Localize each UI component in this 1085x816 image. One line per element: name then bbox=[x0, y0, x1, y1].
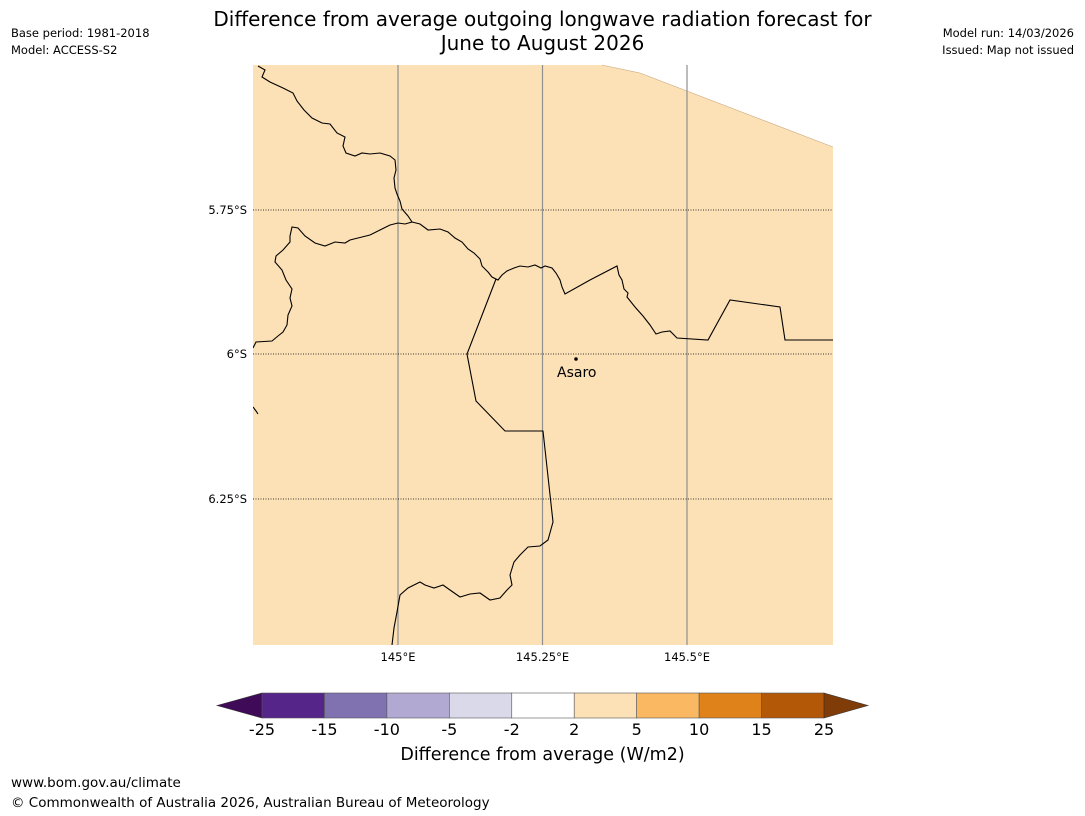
colorbar-tick-label: 5 bbox=[631, 720, 642, 739]
colorbar-segment bbox=[573, 692, 637, 719]
colorbar bbox=[215, 692, 870, 719]
lat-label-6: 6°S bbox=[226, 347, 247, 361]
issued-status: Issued: Map not issued bbox=[942, 43, 1074, 57]
coastline bbox=[601, 64, 834, 148]
boundary-central bbox=[411, 221, 833, 341]
colorbar-extend-low bbox=[215, 692, 263, 719]
boundary-north bbox=[253, 65, 413, 349]
colorbar-tick-label: -2 bbox=[503, 720, 520, 739]
title-line-1: Difference from average outgoing longwav… bbox=[213, 7, 872, 31]
title-line-2: June to August 2026 bbox=[440, 31, 645, 55]
place-label-asaro: Asaro bbox=[557, 365, 597, 381]
model-name: Model: ACCESS-S2 bbox=[11, 43, 118, 57]
colorbar-tick-label: 2 bbox=[569, 720, 580, 739]
colorbar-label: Difference from average (W/m2) bbox=[400, 745, 685, 765]
footer-copyright: © Commonwealth of Australia 2026, Austra… bbox=[11, 795, 490, 811]
lat-label-6-25: 6.25°S bbox=[208, 492, 247, 506]
colorbar-segment bbox=[698, 692, 762, 719]
colorbar-tick-label: -15 bbox=[311, 720, 338, 739]
meta-right: Model run: 14/03/2026 Issued: Map not is… bbox=[942, 25, 1074, 59]
colorbar-tick-label: -10 bbox=[373, 720, 400, 739]
colorbar-tick-label: -25 bbox=[248, 720, 276, 739]
colorbar-tick-label: 10 bbox=[688, 720, 710, 739]
colorbar-segment bbox=[449, 692, 513, 719]
place-marker bbox=[574, 357, 578, 361]
colorbar-tick-label: -5 bbox=[441, 720, 458, 739]
lon-label-145: 145°E bbox=[380, 650, 416, 664]
base-period: Base period: 1981-2018 bbox=[11, 26, 150, 40]
lat-label-5-75: 5.75°S bbox=[208, 203, 247, 217]
colorbar-tick-label: 15 bbox=[751, 720, 772, 739]
colorbar-segment bbox=[511, 692, 575, 719]
boundary-fragment bbox=[253, 406, 259, 415]
colorbar-segment bbox=[386, 692, 450, 719]
map-title: Difference from average outgoing longwav… bbox=[170, 7, 915, 55]
colorbar-extend-high bbox=[823, 692, 870, 719]
boundary-west bbox=[391, 278, 554, 645]
model-run: Model run: 14/03/2026 bbox=[942, 26, 1074, 40]
meta-left: Base period: 1981-2018 Model: ACCESS-S2 bbox=[11, 25, 150, 59]
colorbar-tick-label: 25 bbox=[813, 720, 835, 739]
colorbar-segment bbox=[261, 692, 325, 719]
lon-label-145-25: 145.25°E bbox=[515, 650, 570, 664]
colorbar-segment bbox=[636, 692, 700, 719]
colorbar-segment bbox=[761, 692, 825, 719]
lon-label-145-5: 145.5°E bbox=[664, 650, 710, 664]
colorbar-segment bbox=[324, 692, 388, 719]
footer-url: www.bom.gov.au/climate bbox=[11, 775, 181, 791]
